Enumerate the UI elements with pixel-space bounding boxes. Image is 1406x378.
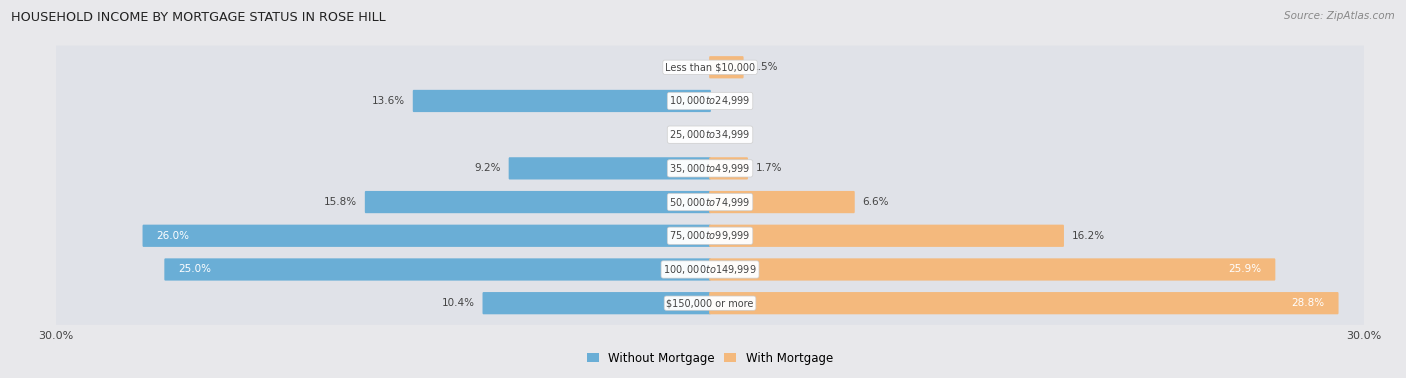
FancyBboxPatch shape: [709, 191, 855, 213]
FancyBboxPatch shape: [364, 191, 711, 213]
FancyBboxPatch shape: [142, 225, 711, 247]
Text: 6.6%: 6.6%: [862, 197, 889, 207]
Text: 13.6%: 13.6%: [371, 96, 405, 106]
Text: 15.8%: 15.8%: [323, 197, 357, 207]
FancyBboxPatch shape: [709, 157, 748, 180]
FancyBboxPatch shape: [709, 292, 1339, 314]
FancyBboxPatch shape: [53, 113, 1367, 156]
Text: 16.2%: 16.2%: [1071, 231, 1105, 241]
Text: 0.0%: 0.0%: [675, 62, 702, 72]
Text: $75,000 to $99,999: $75,000 to $99,999: [669, 229, 751, 242]
Text: $25,000 to $34,999: $25,000 to $34,999: [669, 128, 751, 141]
Text: 9.2%: 9.2%: [474, 163, 501, 174]
Text: $50,000 to $74,999: $50,000 to $74,999: [669, 195, 751, 209]
FancyBboxPatch shape: [165, 258, 711, 280]
FancyBboxPatch shape: [509, 157, 711, 180]
Text: Source: ZipAtlas.com: Source: ZipAtlas.com: [1284, 11, 1395, 21]
FancyBboxPatch shape: [413, 90, 711, 112]
Text: 0.0%: 0.0%: [718, 130, 745, 139]
FancyBboxPatch shape: [53, 180, 1367, 224]
FancyBboxPatch shape: [53, 79, 1367, 122]
FancyBboxPatch shape: [709, 225, 1064, 247]
FancyBboxPatch shape: [53, 248, 1367, 291]
Text: 10.4%: 10.4%: [441, 298, 475, 308]
Text: 0.0%: 0.0%: [718, 96, 745, 106]
Text: $35,000 to $49,999: $35,000 to $49,999: [669, 162, 751, 175]
Text: 1.5%: 1.5%: [751, 62, 778, 72]
Legend: Without Mortgage, With Mortgage: Without Mortgage, With Mortgage: [582, 347, 838, 370]
Text: 26.0%: 26.0%: [156, 231, 190, 241]
Text: 25.9%: 25.9%: [1229, 265, 1261, 274]
Text: $150,000 or more: $150,000 or more: [666, 298, 754, 308]
Text: $100,000 to $149,999: $100,000 to $149,999: [664, 263, 756, 276]
FancyBboxPatch shape: [53, 214, 1367, 257]
Text: 0.0%: 0.0%: [675, 130, 702, 139]
FancyBboxPatch shape: [53, 46, 1367, 89]
FancyBboxPatch shape: [53, 147, 1367, 190]
FancyBboxPatch shape: [709, 56, 744, 78]
Text: HOUSEHOLD INCOME BY MORTGAGE STATUS IN ROSE HILL: HOUSEHOLD INCOME BY MORTGAGE STATUS IN R…: [11, 11, 385, 24]
FancyBboxPatch shape: [482, 292, 711, 314]
Text: $10,000 to $24,999: $10,000 to $24,999: [669, 94, 751, 107]
Text: 1.7%: 1.7%: [756, 163, 782, 174]
Text: Less than $10,000: Less than $10,000: [665, 62, 755, 72]
Text: 25.0%: 25.0%: [179, 265, 211, 274]
FancyBboxPatch shape: [53, 282, 1367, 325]
FancyBboxPatch shape: [709, 258, 1275, 280]
Text: 28.8%: 28.8%: [1292, 298, 1324, 308]
